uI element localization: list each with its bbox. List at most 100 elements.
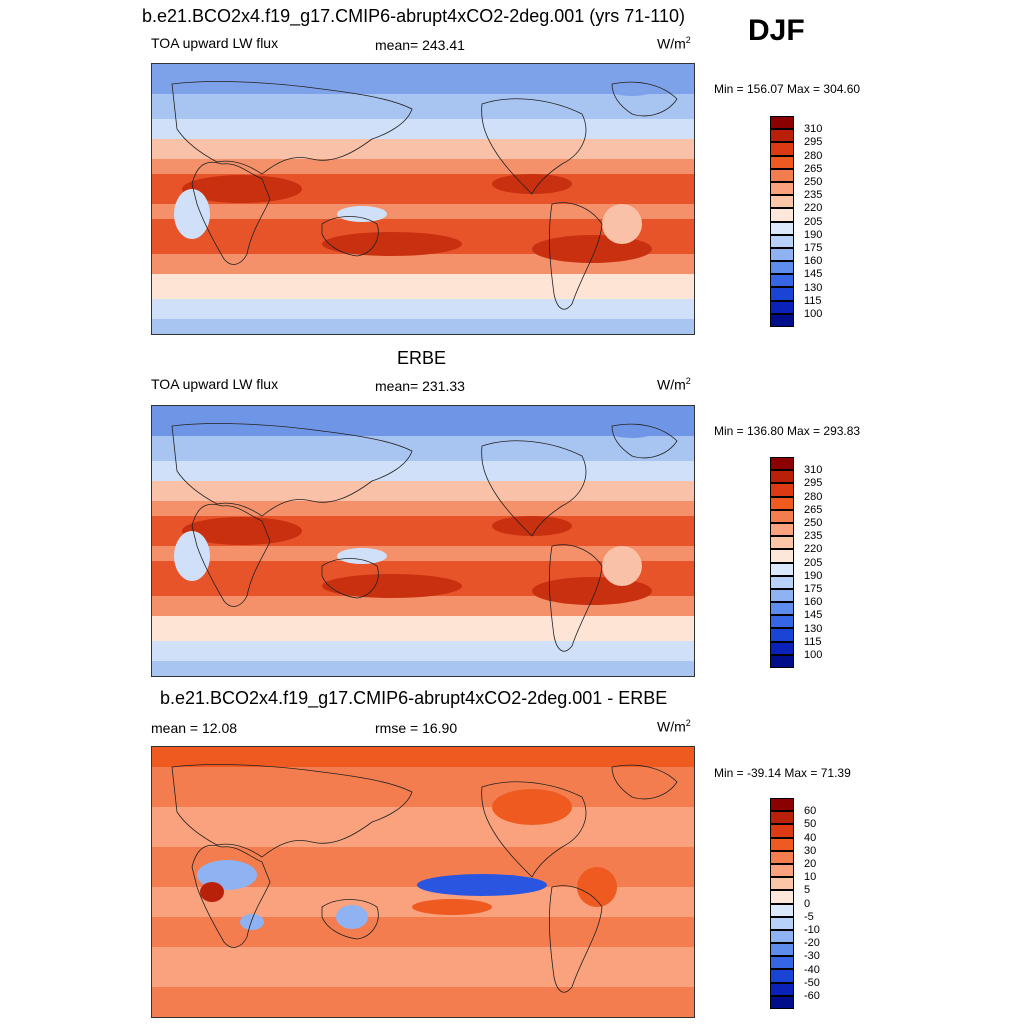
coastline bbox=[548, 544, 603, 652]
legend-color-box bbox=[770, 195, 794, 209]
contour-feature bbox=[577, 867, 617, 907]
contour-feature bbox=[240, 914, 264, 930]
legend-tick-label: 295 bbox=[804, 477, 823, 490]
legend-color-box bbox=[770, 549, 794, 563]
contour-band bbox=[152, 461, 694, 481]
contour-feature bbox=[492, 174, 572, 194]
legend-color-box bbox=[770, 287, 794, 301]
legend-tick-label: 115 bbox=[804, 635, 822, 648]
color-legend: 310 295 280 265 250 235 220 205 190 175 160 145 130 1… bbox=[770, 116, 822, 327]
contour-band bbox=[152, 274, 694, 299]
legend-tick-label: 160 bbox=[804, 255, 823, 268]
min-max-label: Min = 156.07 Max = 304.60 bbox=[714, 82, 861, 96]
legend-color-box bbox=[770, 274, 794, 288]
contour-feature bbox=[182, 175, 302, 203]
contour-feature bbox=[337, 206, 387, 222]
contour-band bbox=[152, 987, 694, 1017]
contour-feature bbox=[322, 232, 462, 256]
map-plot bbox=[151, 63, 695, 335]
legend-color-box bbox=[770, 929, 794, 944]
contour-band bbox=[152, 299, 694, 319]
coastline bbox=[191, 503, 271, 607]
contour-feature bbox=[602, 414, 662, 438]
contour-map bbox=[152, 747, 694, 1017]
legend-color-box bbox=[770, 615, 794, 629]
legend-tick-label: 205 bbox=[804, 556, 823, 569]
legend-tick-label: 130 bbox=[804, 622, 823, 635]
coastline bbox=[171, 81, 413, 175]
legend-color-box bbox=[770, 863, 794, 878]
legend-color-box bbox=[770, 483, 794, 497]
legend-tick-label: 235 bbox=[804, 530, 823, 543]
legend-tick-label: 265 bbox=[804, 503, 823, 516]
mean-label: mean= 243.41 bbox=[375, 37, 465, 53]
legend-tick-label: -60 bbox=[804, 990, 820, 1002]
legend-color-box bbox=[770, 522, 794, 537]
legend-tick-label: 265 bbox=[804, 162, 823, 175]
legend-color-box bbox=[770, 903, 794, 917]
legend-tick-label: 250 bbox=[804, 517, 823, 529]
legend-tick-label: 235 bbox=[804, 189, 823, 202]
legend-tick-label: 5 bbox=[804, 884, 811, 897]
legend-color-box bbox=[770, 536, 794, 550]
legend-color-box bbox=[770, 811, 794, 825]
legend-tick-label: 100 bbox=[804, 308, 823, 320]
variable-label: TOA upward LW flux bbox=[151, 376, 279, 392]
legend-color-box bbox=[770, 247, 794, 262]
min-max-label: Min = 136.80 Max = 293.83 bbox=[714, 424, 861, 438]
coastline bbox=[611, 764, 678, 800]
coastline bbox=[548, 885, 603, 993]
contour-feature bbox=[174, 531, 210, 581]
legend-color-box bbox=[770, 181, 794, 196]
coastline bbox=[481, 98, 587, 195]
legend-tick-label: 220 bbox=[804, 543, 823, 556]
contour-band bbox=[152, 159, 694, 174]
legend-color-box bbox=[770, 142, 794, 156]
contour-band bbox=[152, 947, 694, 987]
legend-tick-label: 10 bbox=[804, 871, 817, 884]
legend-color-box bbox=[770, 850, 794, 864]
coastline bbox=[481, 781, 587, 878]
legend-tick-label: 115 bbox=[804, 294, 822, 307]
legend-tick-label: 220 bbox=[804, 202, 823, 215]
legend-tick-label: -5 bbox=[804, 910, 814, 923]
legend-tick-label: 310 bbox=[804, 123, 823, 136]
coastline bbox=[481, 440, 587, 537]
variable-label: TOA upward LW flux bbox=[151, 35, 279, 51]
legend-color-box bbox=[770, 208, 794, 222]
contour-feature bbox=[492, 789, 572, 825]
legend-color-box bbox=[770, 562, 794, 576]
legend-color-box bbox=[770, 641, 794, 655]
legend-tick-label: 190 bbox=[804, 569, 823, 582]
legend-color-box bbox=[770, 890, 794, 904]
contour-feature bbox=[182, 517, 302, 545]
legend-tick-label: 280 bbox=[804, 149, 823, 162]
legend-tick-label: -50 bbox=[804, 976, 820, 989]
contour-band bbox=[152, 747, 694, 767]
coastline bbox=[171, 764, 413, 858]
map-plot bbox=[151, 746, 695, 1018]
legend-color-box bbox=[770, 982, 794, 996]
coastline bbox=[321, 558, 379, 599]
contour-band bbox=[152, 139, 694, 159]
legend-color-box bbox=[770, 457, 794, 471]
contour-map bbox=[152, 64, 694, 334]
color-legend: 60 50 40 30 20 10 5 0 -5 -10 -20 -30 -40 -50 -60 bbox=[770, 798, 820, 1009]
color-legend: 310 295 280 265 250 235 220 205 190 175 160 145 130 1… bbox=[770, 457, 822, 668]
legend-tick-label: 30 bbox=[804, 844, 817, 857]
contour-band bbox=[152, 204, 694, 219]
contour-feature bbox=[602, 204, 642, 244]
contour-feature bbox=[174, 189, 210, 239]
legend-tick-label: 310 bbox=[804, 464, 823, 477]
legend-tick-label: 175 bbox=[804, 242, 823, 254]
legend-color-box bbox=[770, 234, 794, 248]
mean-label: mean= 231.33 bbox=[375, 378, 465, 394]
legend-color-box bbox=[770, 588, 794, 603]
contour-feature bbox=[200, 882, 224, 902]
legend-tick-label: -10 bbox=[804, 924, 820, 936]
contour-band bbox=[152, 546, 694, 561]
legend-color-box bbox=[770, 496, 794, 510]
legend-color-box bbox=[770, 602, 794, 616]
legend-tick-label: 60 bbox=[804, 805, 817, 818]
legend-color-box bbox=[770, 995, 794, 1009]
